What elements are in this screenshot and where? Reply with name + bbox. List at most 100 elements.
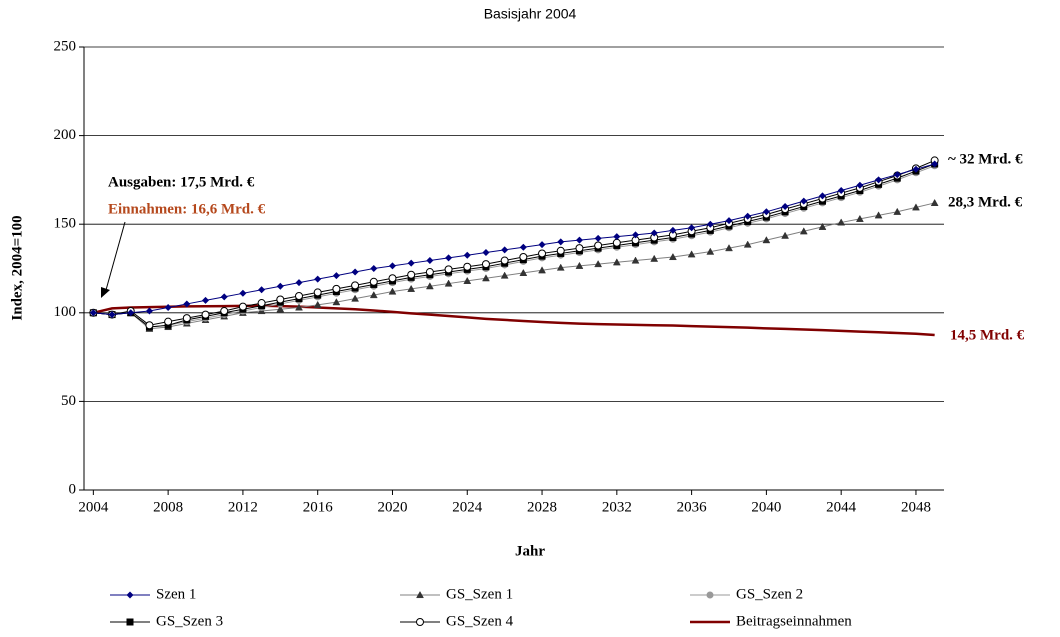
data-point <box>407 270 416 279</box>
data-point <box>182 314 191 323</box>
data-point <box>893 207 902 215</box>
data-point <box>239 289 247 297</box>
data-point <box>687 250 696 258</box>
x-axis-label: Jahr <box>515 543 545 559</box>
x-tick-label: 2008 <box>153 499 183 515</box>
data-point <box>818 222 827 230</box>
data-point <box>594 260 603 268</box>
data-point <box>295 303 303 311</box>
data-point <box>744 212 752 220</box>
data-point <box>538 266 546 274</box>
data-point <box>650 254 659 262</box>
series-line <box>93 304 935 337</box>
data-point <box>556 263 565 271</box>
data-point <box>89 309 97 317</box>
legend-marker <box>126 618 134 626</box>
data-point <box>220 293 228 301</box>
data-point <box>481 260 490 269</box>
data-point <box>799 227 808 235</box>
data-point <box>612 238 621 247</box>
data-point <box>407 284 416 292</box>
annotation: ~ 32 Mrd. € <box>948 151 1023 167</box>
data-point <box>463 251 471 259</box>
x-tick-label: 2028 <box>527 499 557 515</box>
y-tick-label: 50 <box>61 393 76 409</box>
data-point <box>388 262 396 270</box>
legend-marker <box>416 590 424 599</box>
data-point <box>781 231 790 239</box>
data-point <box>556 246 565 255</box>
annotation: Ausgaben: 17,5 Mrd. € <box>108 174 255 190</box>
data-point <box>575 261 584 269</box>
data-point <box>145 321 154 330</box>
annotation: 28,3 Mrd. € <box>948 194 1023 210</box>
data-point <box>444 279 453 287</box>
series-line <box>93 165 935 328</box>
data-point <box>594 234 602 242</box>
data-point <box>668 252 677 261</box>
data-point <box>258 286 266 294</box>
data-point <box>931 160 939 168</box>
legend-label: GS_Szen 4 <box>446 613 514 629</box>
annotation: 14,5 Mrd. € <box>950 327 1025 343</box>
legend-label: Szen 1 <box>156 586 196 602</box>
x-tick-label: 2040 <box>751 499 781 515</box>
data-point <box>482 274 490 282</box>
y-tick-label: 0 <box>69 481 77 497</box>
data-point <box>500 256 509 265</box>
series-line <box>93 202 935 330</box>
data-point <box>781 202 789 210</box>
data-point <box>762 208 770 216</box>
data-point <box>276 295 285 304</box>
data-point <box>856 181 864 189</box>
annotation: Einnahmen: 16,6 Mrd. € <box>108 201 266 217</box>
data-point <box>800 197 808 205</box>
legend-marker <box>126 591 134 599</box>
data-point <box>706 247 715 255</box>
data-point <box>575 244 584 253</box>
data-point <box>632 231 640 239</box>
data-point <box>575 236 583 244</box>
series-line <box>93 163 935 316</box>
data-point <box>276 282 284 290</box>
data-point <box>444 265 453 274</box>
data-point <box>164 317 173 326</box>
data-point <box>257 299 266 308</box>
arrow-line <box>105 221 126 291</box>
data-point <box>855 214 864 222</box>
data-point <box>332 284 341 293</box>
data-point <box>875 176 883 184</box>
data-point <box>837 218 846 226</box>
data-point <box>407 259 415 267</box>
data-point <box>519 268 528 276</box>
data-point <box>912 203 920 211</box>
y-tick-label: 100 <box>54 304 77 320</box>
data-point <box>108 311 116 319</box>
data-point <box>912 165 920 173</box>
data-point <box>426 257 434 265</box>
data-point <box>874 211 883 219</box>
data-point <box>332 272 340 280</box>
x-tick-label: 2032 <box>602 499 632 515</box>
data-point <box>669 226 677 234</box>
data-point <box>463 276 472 284</box>
y-axis-label: Index, 2004=100 <box>9 215 25 320</box>
data-point <box>818 192 826 200</box>
data-point <box>893 171 901 179</box>
data-point <box>594 241 603 250</box>
x-tick-label: 2024 <box>452 499 483 515</box>
x-tick-label: 2004 <box>78 499 109 515</box>
data-point <box>725 244 733 252</box>
data-point <box>425 282 434 290</box>
series-line <box>93 163 935 328</box>
data-point <box>613 233 621 241</box>
x-tick-label: 2036 <box>677 499 708 515</box>
y-tick-label: 200 <box>54 127 77 143</box>
data-point <box>445 254 453 262</box>
data-point <box>295 291 303 300</box>
x-tick-label: 2044 <box>826 499 857 515</box>
series-line <box>93 159 935 326</box>
data-point <box>183 300 191 308</box>
data-point <box>220 307 229 316</box>
